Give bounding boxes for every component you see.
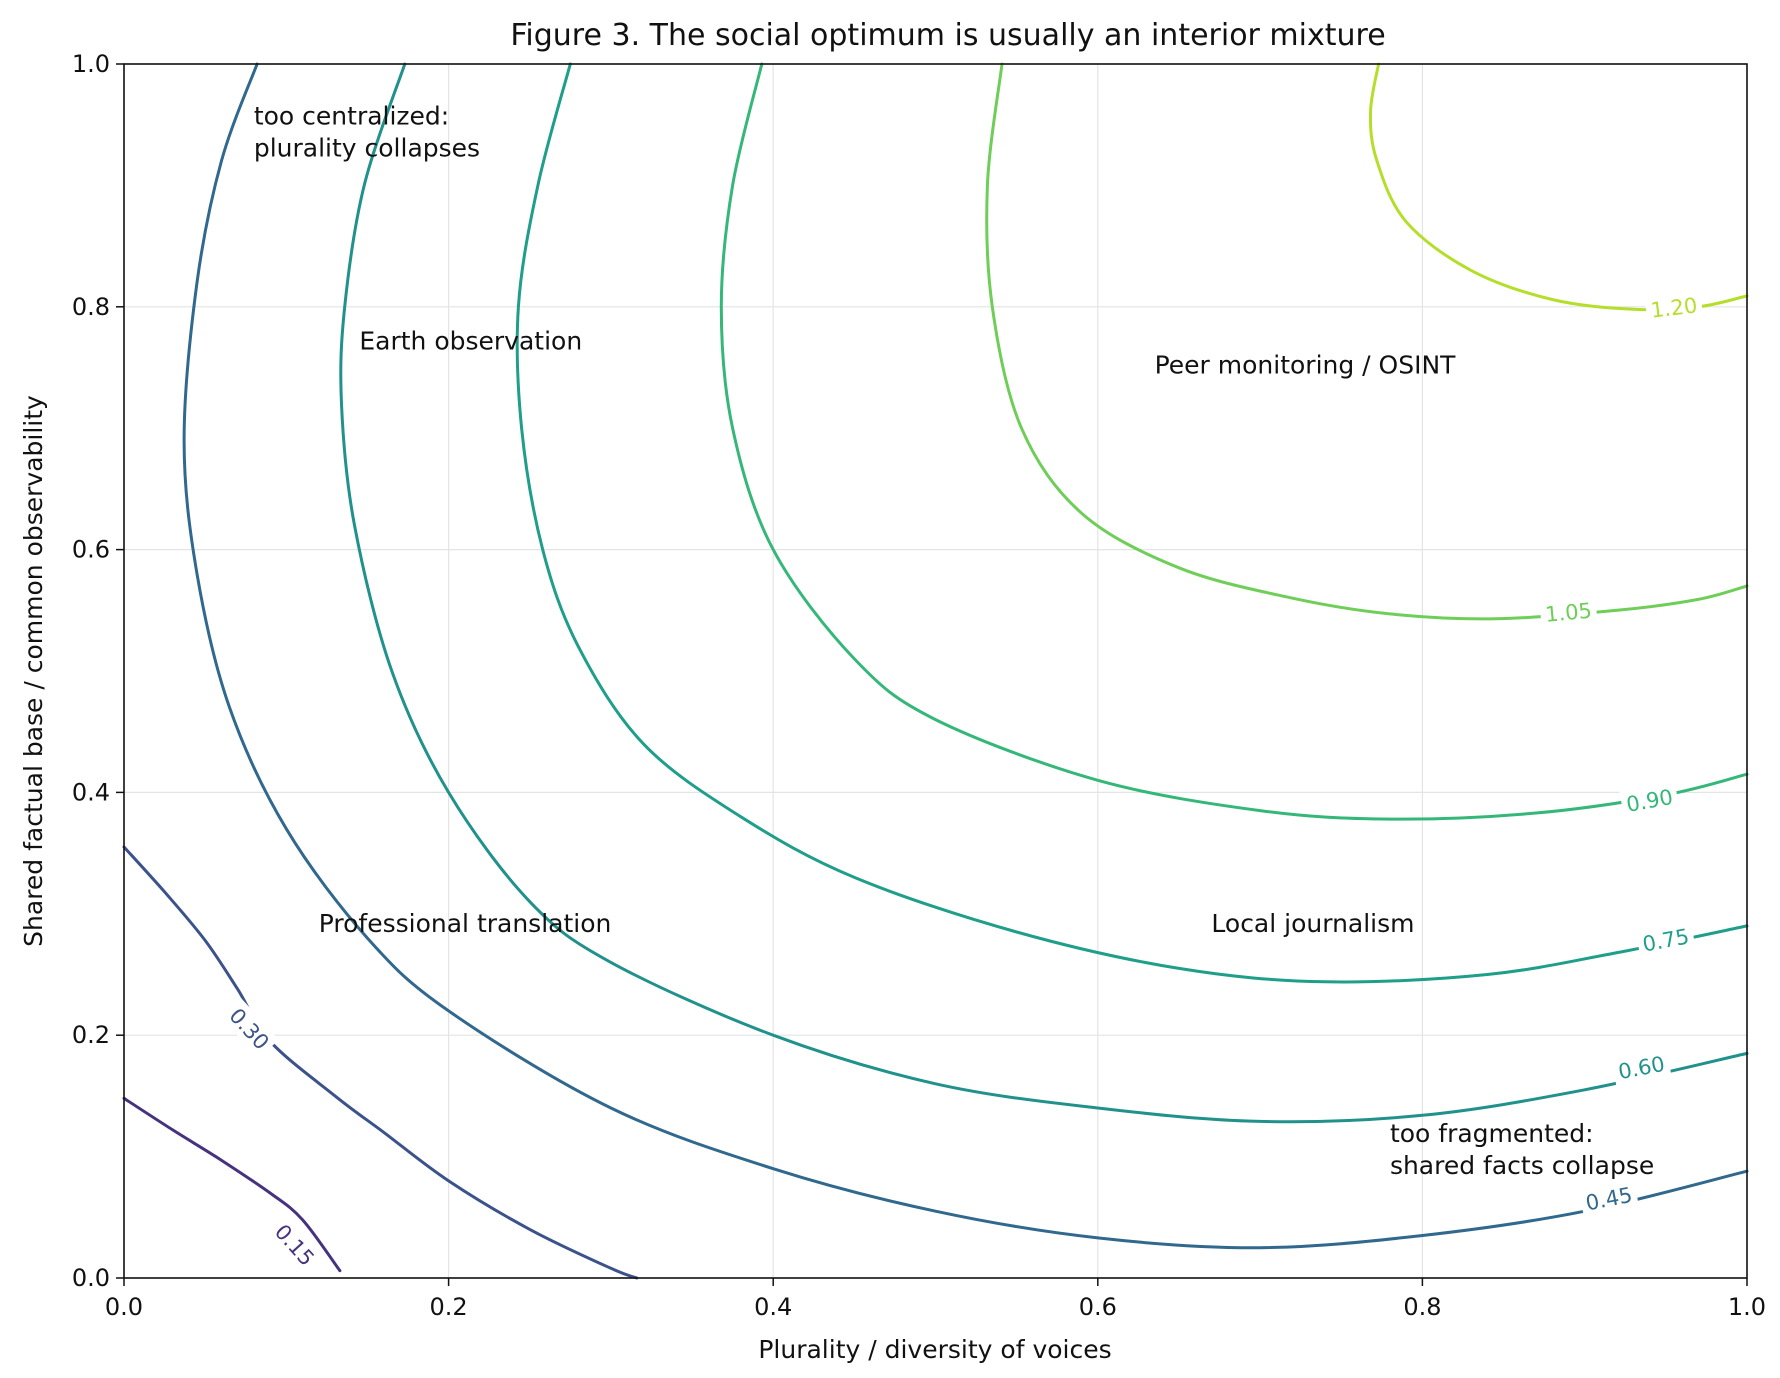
contour-line (122, 845, 639, 1280)
contour-line (719, 62, 1749, 821)
region-annotation: too fragmented: (1390, 1119, 1594, 1148)
region-annotation: Peer monitoring / OSINT (1155, 351, 1457, 380)
region-annotation: Professional translation (319, 909, 612, 938)
x-tick-label: 0.8 (1403, 1293, 1441, 1321)
contour-line (122, 1096, 342, 1273)
region-annotation: too centralized: (254, 102, 449, 131)
contour-label-gap (1644, 289, 1704, 325)
plot-frame (123, 63, 1748, 1279)
x-tick-label: 0.0 (105, 1293, 143, 1321)
x-axis-ticks: 0.0 0.2 0.4 0.6 0.8 1.0 (105, 1278, 1766, 1321)
contour-label-gap (1635, 920, 1696, 959)
chart-title: Figure 3. The social optimum is usually … (510, 18, 1385, 53)
region-annotation: shared facts collapse (1390, 1151, 1654, 1180)
x-tick-label: 0.6 (1079, 1293, 1117, 1321)
region-annotation: Earth observation (359, 326, 582, 355)
contour-line (515, 62, 1749, 984)
contour-label-gap (1619, 781, 1680, 819)
contour-level-label: 1.20 (1649, 293, 1698, 322)
x-axis-label: Plurality / diversity of voices (758, 1335, 1111, 1364)
y-axis-label: Shared factual base / common observabili… (19, 395, 48, 947)
contour-label-gap (1578, 1178, 1639, 1218)
y-tick-label: 0.4 (72, 778, 110, 806)
x-tick-label: 0.2 (430, 1293, 468, 1321)
x-tick-label: 1.0 (1728, 1293, 1766, 1321)
y-tick-label: 0.0 (72, 1264, 110, 1292)
contour-level-label: 1.05 (1544, 599, 1593, 627)
y-tick-label: 1.0 (72, 50, 110, 78)
x-tick-label: 0.4 (754, 1293, 792, 1321)
contour-label-gap (1539, 595, 1598, 629)
region-annotation: plurality collapses (254, 134, 480, 163)
y-tick-label: 0.2 (72, 1021, 110, 1049)
contour-label-gap (1611, 1048, 1672, 1087)
y-tick-label: 0.6 (72, 536, 110, 564)
y-axis-ticks: 0.0 0.2 0.4 0.6 0.8 1.0 (72, 50, 124, 1292)
y-tick-label: 0.8 (72, 293, 110, 321)
contour-line (339, 62, 1749, 1124)
region-annotation: Local journalism (1211, 909, 1414, 938)
region-annotations: too centralized: plurality collapses Earth… (254, 102, 1654, 1180)
gridlines (123, 63, 1748, 1279)
contour-label-gap (220, 998, 279, 1059)
contour-line (985, 62, 1749, 621)
contour-line (182, 62, 1749, 1250)
contour-label-gap (266, 1214, 325, 1275)
